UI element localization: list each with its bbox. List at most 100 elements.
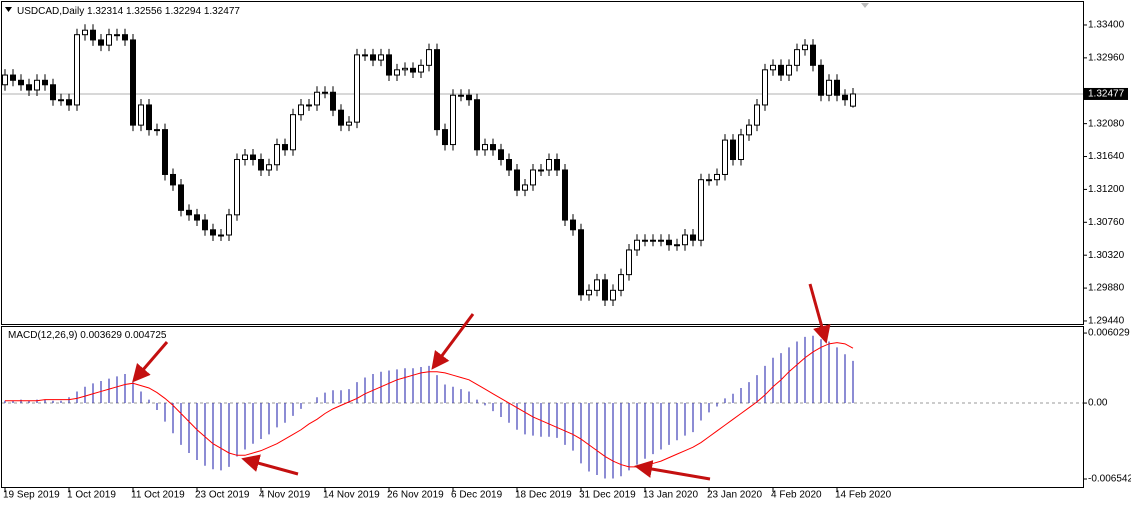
macd-value: 0.003629 [80,330,122,341]
candle-body [74,34,80,106]
candle-body [722,139,728,175]
candle-body [10,74,16,81]
candle-body [282,144,288,151]
candle-body [346,121,352,126]
high-value: 1.32556 [126,6,163,17]
candle-body [602,279,608,301]
y-tick-label: 1.32080 [1088,118,1125,129]
candle-body [34,79,40,91]
candle-body [402,67,408,71]
candle-body [330,91,336,111]
candle-body [42,79,48,86]
x-tick-label: 11 Oct 2019 [131,490,185,501]
close-value: 1.32477 [204,6,241,17]
candle-body [266,164,272,171]
candle-body [162,129,168,175]
y-tick-label: 1.32960 [1088,53,1125,64]
candle-body [338,109,344,126]
candle-body [802,44,808,51]
candle-body [650,239,656,242]
candle-body [418,64,424,73]
x-tick-label: 14 Nov 2019 [323,490,380,501]
candle-body [178,184,184,211]
macd-label: MACD(12,26,9) [8,330,77,341]
macd-panel [1,326,1084,488]
candle-body [202,219,208,231]
candle-body [490,144,496,151]
candle-body [554,159,560,171]
candle-body [850,93,856,107]
candle-body [18,79,24,86]
candle-body [738,134,744,161]
candle-body [666,239,672,246]
candle-body [378,54,384,61]
candle-body [610,289,616,301]
candle-body [218,234,224,237]
candle-body [426,49,432,66]
x-tick-label: 1 Oct 2019 [67,490,116,501]
plot-layer: 1.33400 1.32960 1.32080 1.31640 1.31200 1.307… [2,20,1131,501]
candle-body [698,179,704,241]
candle-body [634,239,640,251]
candle-body [2,74,8,86]
x-tick-label: 4 Nov 2019 [259,490,311,501]
shift-marker [861,3,869,8]
candle-body [242,154,248,161]
open-value: 1.32314 [87,6,124,17]
candle-body [410,67,416,73]
candle-body [122,34,128,41]
x-tick-label: 6 Dec 2019 [451,490,503,501]
price-panel [1,1,1084,325]
candle-body [522,184,528,191]
candle-body [466,94,472,101]
candle-body [274,144,280,166]
candle-body [770,64,776,71]
candle-body [146,104,152,131]
candle-body [290,114,296,151]
candle-body [226,214,232,236]
candle-body [106,34,112,46]
arrow [431,313,475,370]
candle-body [794,49,800,66]
candle-body [746,124,752,136]
arrow [634,460,711,481]
candle-body [514,169,520,191]
candle-body [834,79,840,96]
y-tick-label: 1.31200 [1088,184,1125,195]
candle-body [58,99,64,102]
candle-body [370,54,376,61]
candle-body [186,209,192,216]
candle-body [530,169,536,186]
candle-body [130,39,136,126]
candle-body [98,39,104,46]
candle-body [170,173,176,186]
candle-body [482,144,488,151]
candle-body [642,239,648,242]
menu-triangle [5,7,12,12]
x-tick-label: 4 Feb 2020 [771,490,822,501]
candle-body [434,49,440,131]
candle-body [50,84,56,101]
candle-body [546,159,552,171]
candle-body [66,99,72,106]
candle-body [458,94,464,97]
signal-line [5,342,854,468]
annotation-arrows [132,283,831,481]
candle-body [842,94,848,101]
candle-body [506,159,512,171]
candle-body [658,239,664,242]
candle-body [778,64,784,76]
arrow [808,283,831,344]
candle-body [538,169,544,172]
candle-body [730,139,736,161]
y-tick-label: -0.006542 [1088,474,1131,485]
candle-body [786,64,792,76]
x-tick-label: 14 Feb 2020 [835,490,892,501]
candle-body [322,91,328,94]
candle-body [586,289,592,296]
candle-body [578,229,584,296]
candle-body [386,54,392,76]
x-tick-label: 19 Sep 2019 [3,490,60,501]
